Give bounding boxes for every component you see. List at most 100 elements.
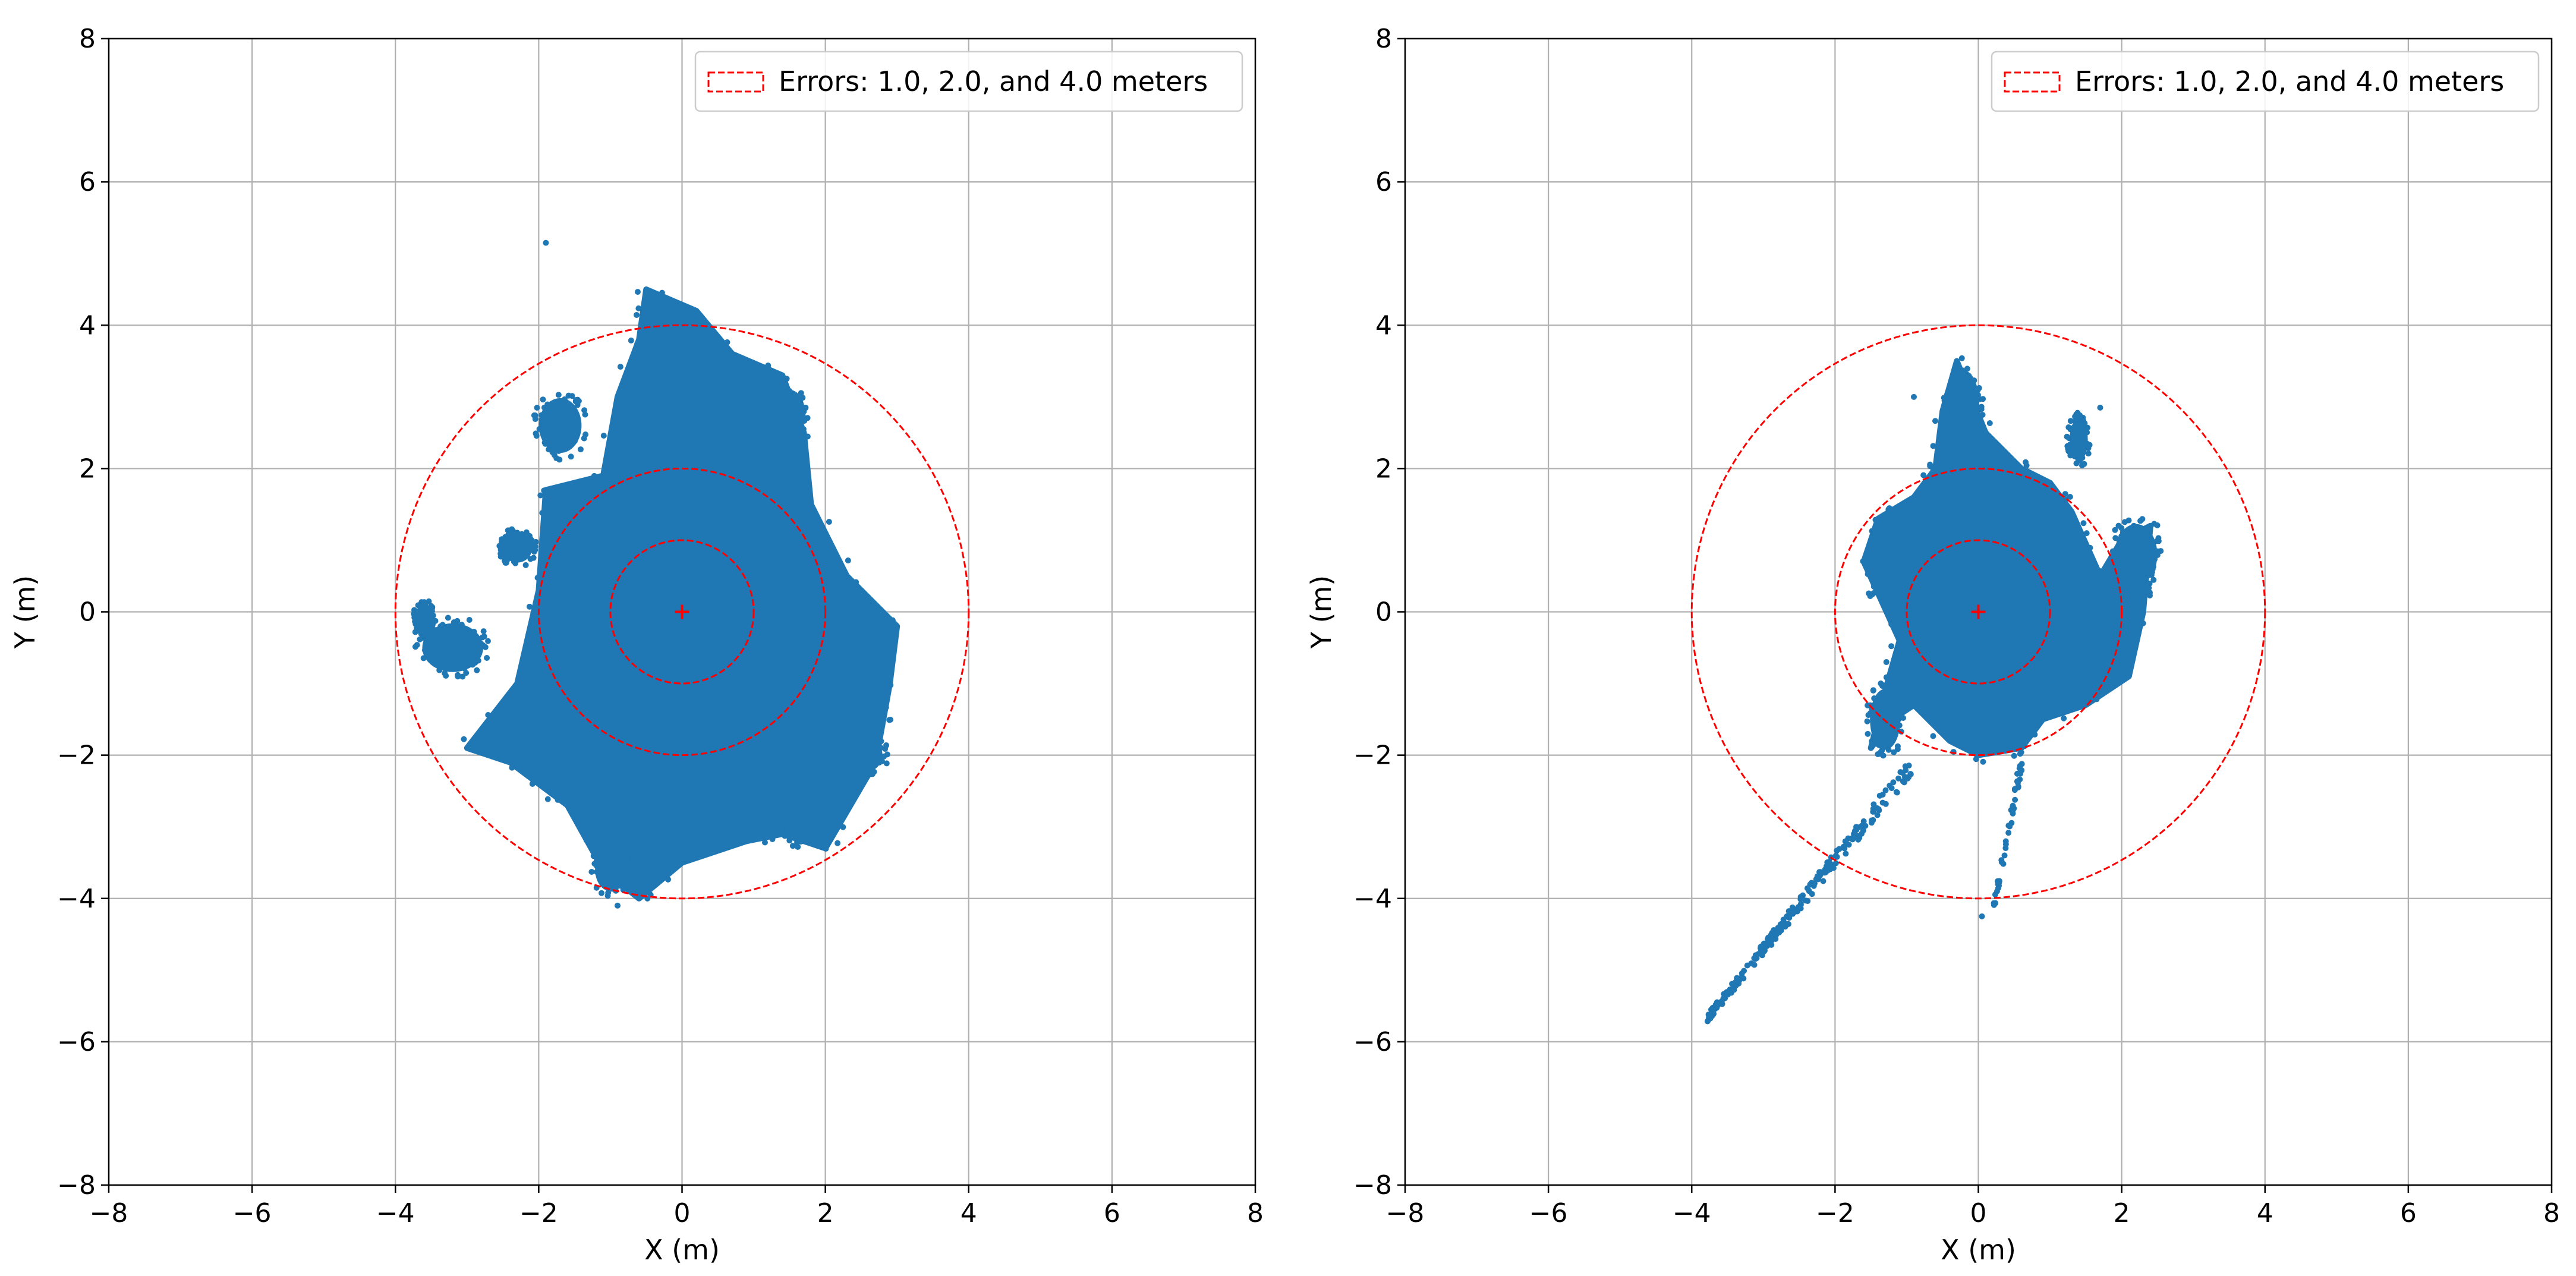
- scatter-point: [1882, 801, 1889, 807]
- scatter-point: [594, 869, 600, 875]
- scatter-outlier: [614, 902, 621, 909]
- scatter-point: [534, 575, 541, 581]
- scatter-point: [1995, 881, 2001, 887]
- scatter-point: [883, 704, 889, 711]
- scatter-point: [1944, 391, 1951, 398]
- scatter-point: [838, 743, 845, 749]
- scatter-point: [2131, 522, 2137, 529]
- scatter-point: [871, 768, 877, 775]
- scatter-point: [501, 553, 508, 560]
- scatter-point: [1920, 472, 1927, 478]
- scatter-outlier: [1979, 913, 1985, 919]
- scatter-point: [870, 739, 877, 746]
- scatter-point: [2079, 455, 2086, 461]
- scatter-point: [2125, 517, 2132, 524]
- scatter-point: [412, 618, 418, 625]
- error-circle-2: [1834, 467, 2123, 757]
- scatter-point: [577, 446, 584, 453]
- scatter-point: [2062, 491, 2068, 497]
- y-tick-label: −8: [1353, 1170, 1392, 1201]
- scatter-point: [1882, 787, 1889, 793]
- scatter-point: [786, 387, 793, 394]
- scatter-point: [1751, 955, 1758, 962]
- scatter-point: [1809, 891, 1815, 897]
- scatter-points: [1704, 355, 2164, 1025]
- scatter-point: [2018, 761, 2025, 767]
- scatter-point: [2112, 535, 2119, 541]
- scatter-point: [518, 531, 525, 537]
- scatter-point: [478, 641, 484, 648]
- scatter-cluster: [778, 798, 815, 841]
- scatter-point: [1875, 751, 1881, 757]
- scatter-point: [2137, 518, 2144, 524]
- scatter-point: [2149, 566, 2156, 572]
- scatter-point: [582, 411, 588, 418]
- scatter-point: [1774, 930, 1780, 937]
- scatter-point: [623, 876, 630, 883]
- scatter-point: [430, 612, 436, 619]
- scatter-point: [1813, 876, 1819, 883]
- y-tick-label: 0: [1375, 597, 1392, 628]
- scatter-point: [605, 890, 612, 896]
- scatter-point: [1894, 746, 1901, 752]
- x-tick-label: 6: [2400, 1198, 2417, 1228]
- scatter-point: [2066, 435, 2073, 442]
- scatter-point: [1960, 437, 1966, 444]
- scatter-point: [421, 647, 428, 653]
- scatter-cluster: [538, 398, 582, 453]
- scatter-point: [1895, 775, 1902, 782]
- legend-box: [694, 51, 1243, 112]
- scatter-point: [455, 673, 461, 680]
- scatter-point: [1714, 999, 1720, 1006]
- scatter-point: [801, 796, 807, 803]
- scatter-point: [1872, 516, 1879, 523]
- scatter-point: [1891, 749, 1897, 755]
- scatter-point: [1850, 831, 1857, 837]
- scatter-point: [767, 403, 773, 409]
- scatter-point: [2000, 861, 2007, 867]
- scatter-point: [2061, 715, 2067, 722]
- scatter-point: [2067, 442, 2073, 448]
- origin-marker: [1971, 604, 1986, 619]
- scatter-point: [881, 753, 887, 760]
- x-tick-label: 0: [674, 1198, 691, 1228]
- scatter-point: [1707, 1013, 1714, 1019]
- scatter-point: [588, 868, 595, 875]
- scatter-point: [806, 836, 813, 842]
- scatter-point: [458, 622, 465, 628]
- scatter-point: [414, 626, 421, 632]
- scatter-point: [581, 435, 587, 442]
- scatter-point: [1865, 730, 1871, 737]
- scatter-point: [1797, 894, 1804, 900]
- scatter-point: [503, 559, 509, 566]
- scatter-point: [2010, 802, 2016, 809]
- scatter-point: [600, 433, 607, 439]
- scatter-point: [527, 556, 534, 562]
- scatter-point: [1729, 986, 1736, 993]
- scatter-point: [574, 396, 581, 403]
- scatter-point: [616, 842, 622, 849]
- x-tick-label: 4: [2257, 1198, 2273, 1228]
- scatter-point: [1961, 369, 1967, 376]
- scatter-point: [529, 780, 536, 787]
- scatter-point: [1846, 842, 1852, 848]
- scatter-point: [1786, 910, 1793, 917]
- scatter-point: [1896, 722, 1903, 729]
- scatter-point: [2065, 448, 2072, 454]
- scatter-point: [2150, 576, 2157, 583]
- scatter-point: [534, 404, 540, 411]
- scatter-point: [804, 415, 811, 421]
- legend-label: Errors: 1.0, 2.0, and 4.0 meters: [779, 65, 1208, 97]
- scatter-point: [1755, 951, 1762, 957]
- scatter-point: [1906, 763, 1912, 769]
- scatter-point: [541, 404, 547, 411]
- scatter-point: [1888, 643, 1895, 650]
- scatter-outlier: [2097, 404, 2103, 411]
- scatter-point: [780, 802, 786, 808]
- scatter-point: [865, 732, 871, 738]
- scatter-point: [418, 631, 424, 637]
- scatter-point: [1977, 413, 1984, 420]
- scatter-point: [484, 638, 491, 644]
- scatter-point: [539, 509, 546, 516]
- legend-swatch: [2004, 71, 2061, 93]
